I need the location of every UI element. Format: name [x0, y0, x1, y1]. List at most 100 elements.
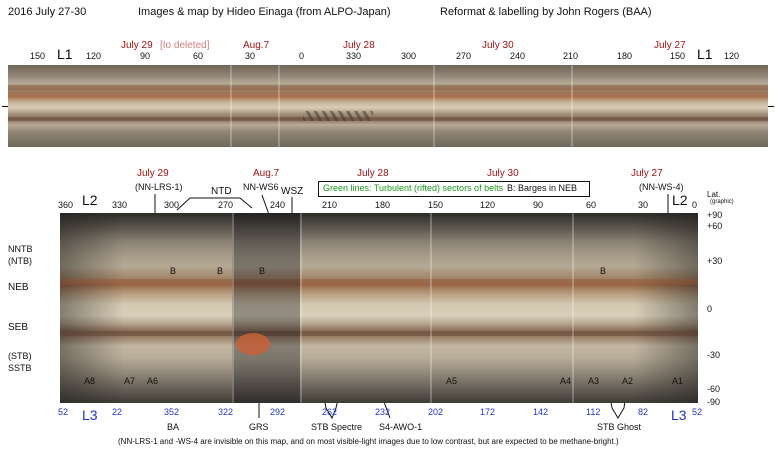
- latitude-tick: +90: [707, 210, 723, 220]
- ntb-label: (NTB): [8, 256, 32, 266]
- top-longitude-tick: 120: [86, 51, 102, 61]
- l3-longitude-tick: 82: [638, 407, 649, 417]
- image-credit: Images & map by Hideo Einaga (from ALPO-…: [138, 6, 391, 18]
- oval-label: A3: [588, 376, 600, 386]
- sstb-label: SSTB: [8, 363, 32, 373]
- top-longitude-tick: 30: [245, 51, 256, 61]
- top-jupiter-map: [8, 65, 768, 147]
- l2-longitude-tick: 240: [270, 200, 286, 210]
- top-longitude-tick: 210: [563, 51, 579, 61]
- latitude-tick: -30: [707, 350, 721, 360]
- l3-longitude-tick: 142: [533, 407, 549, 417]
- oval-label: A8: [84, 376, 96, 386]
- bottom-system-label-bottom-right: L3: [671, 407, 687, 423]
- bottom-system-label-bottom-left: L3: [82, 407, 98, 423]
- top-longitude-tick: 240: [510, 51, 526, 61]
- bottom-system-label-top-left: L2: [82, 192, 98, 208]
- top-longitude-tick: 120: [724, 51, 740, 61]
- l2-longitude-tick: 0: [692, 200, 698, 210]
- stb-spectre-label: STB Spectre: [311, 422, 363, 432]
- l3-longitude-tick: 232: [375, 407, 391, 417]
- bottom-date-label: July 30: [487, 168, 519, 179]
- l2-longitude-tick: 90: [533, 200, 544, 210]
- seb-label: SEB: [8, 322, 29, 333]
- l2-longitude-tick: 270: [218, 200, 234, 210]
- legend-barges: B: Barges in NEB: [507, 183, 578, 193]
- top-date-label: July 29: [121, 40, 153, 51]
- l3-longitude-tick: 202: [428, 407, 444, 417]
- date-range-title: 2016 July 27-30: [8, 6, 87, 18]
- stb-ghost-label: STB Ghost: [597, 422, 642, 432]
- top-longitude-tick: 150: [30, 51, 46, 61]
- l3-longitude-tick: 292: [270, 407, 286, 417]
- wsz-label: WSZ: [281, 186, 304, 197]
- bottom-date-label: Aug.7: [253, 168, 280, 179]
- top-longitude-tick: 90: [140, 51, 151, 61]
- oval-label: A2: [622, 376, 634, 386]
- l2-longitude-tick: 360: [58, 200, 74, 210]
- l3-longitude-tick: 52: [58, 407, 69, 417]
- neb-label: NEB: [8, 282, 29, 293]
- top-date-label: July 27: [654, 40, 686, 51]
- bottom-system-label-top-right: L2: [672, 192, 688, 208]
- barge-marker: B: [600, 266, 607, 276]
- latitude-tick: -90: [707, 397, 721, 407]
- top-date-label: Aug.7: [243, 40, 270, 51]
- l3-longitude-tick: 352: [164, 407, 180, 417]
- l2-longitude-tick: 150: [428, 200, 444, 210]
- top-longitude-tick: 330: [346, 51, 362, 61]
- oval-label: A4: [560, 376, 572, 386]
- legend-green-lines: Green lines: Turbulent (rifted) sectors …: [323, 183, 504, 193]
- top-system-label-right: L1: [697, 46, 713, 62]
- top-date-label: July 30: [482, 40, 514, 51]
- ntd-label: NTD: [211, 186, 232, 197]
- l3-longitude-tick: 112: [586, 407, 601, 417]
- latitude-tick: +60: [707, 221, 723, 231]
- oval-label: A7: [124, 376, 136, 386]
- footnote: (NN-LRS-1 and -WS-4 are invisible on thi…: [118, 437, 619, 446]
- top-longitude-tick: 150: [670, 51, 686, 61]
- oval-label: A6: [147, 376, 159, 386]
- barge-marker: B: [259, 266, 266, 276]
- bottom-jupiter-map: [60, 213, 698, 403]
- l2-longitude-tick: 120: [480, 200, 496, 210]
- nntb-label: NNTB: [8, 244, 33, 254]
- s4-awo-1-label: S4-AWO-1: [379, 422, 423, 432]
- l2-longitude-tick: 60: [586, 200, 597, 210]
- nn-lrs-1-label: (NN-LRS-1): [135, 182, 183, 192]
- l3-longitude-tick: 322: [218, 407, 234, 417]
- latitude-tick: -60: [707, 384, 721, 394]
- lat-subheader: (graphic): [710, 199, 734, 205]
- l2-longitude-tick: 330: [112, 200, 128, 210]
- latitude-tick: 0: [707, 304, 713, 314]
- l2-longitude-tick: 300: [164, 200, 180, 210]
- reformat-credit: Reformat & labelling by John Rogers (BAA…: [440, 6, 652, 18]
- l3-longitude-tick: 52: [692, 407, 703, 417]
- l2-longitude-tick: 30: [638, 200, 649, 210]
- barge-marker: B: [170, 266, 177, 276]
- oval-label: A1: [672, 376, 684, 386]
- latitude-tick: +30: [707, 256, 723, 266]
- grs-label: GRS: [249, 422, 269, 432]
- bottom-date-label: July 29: [137, 168, 169, 179]
- top-longitude-tick: 270: [456, 51, 472, 61]
- bottom-date-label: July 28: [357, 168, 389, 179]
- l3-longitude-tick: 172: [480, 407, 496, 417]
- top-system-label-left: L1: [57, 46, 73, 62]
- stb-label: (STB): [8, 351, 32, 361]
- top-date-label: July 28: [343, 40, 375, 51]
- barge-marker: B: [217, 266, 224, 276]
- top-date-note: [Io deleted]: [160, 40, 210, 51]
- oval-label: A5: [446, 376, 458, 386]
- top-longitude-tick: 300: [401, 51, 417, 61]
- nn-ws-4-label: (NN-WS-4): [639, 182, 684, 192]
- l3-longitude-tick: 262: [322, 407, 338, 417]
- top-longitude-tick: 180: [617, 51, 633, 61]
- l3-longitude-tick: 22: [112, 407, 123, 417]
- nn-ws6-label: NN-WS6: [243, 182, 279, 192]
- bottom-date-label: July 27: [631, 168, 663, 179]
- legend-box: Green lines: Turbulent (rifted) sectors …: [318, 181, 590, 197]
- ba-label: BA: [167, 422, 180, 432]
- l2-longitude-tick: 180: [375, 200, 391, 210]
- l2-longitude-tick: 210: [322, 200, 338, 210]
